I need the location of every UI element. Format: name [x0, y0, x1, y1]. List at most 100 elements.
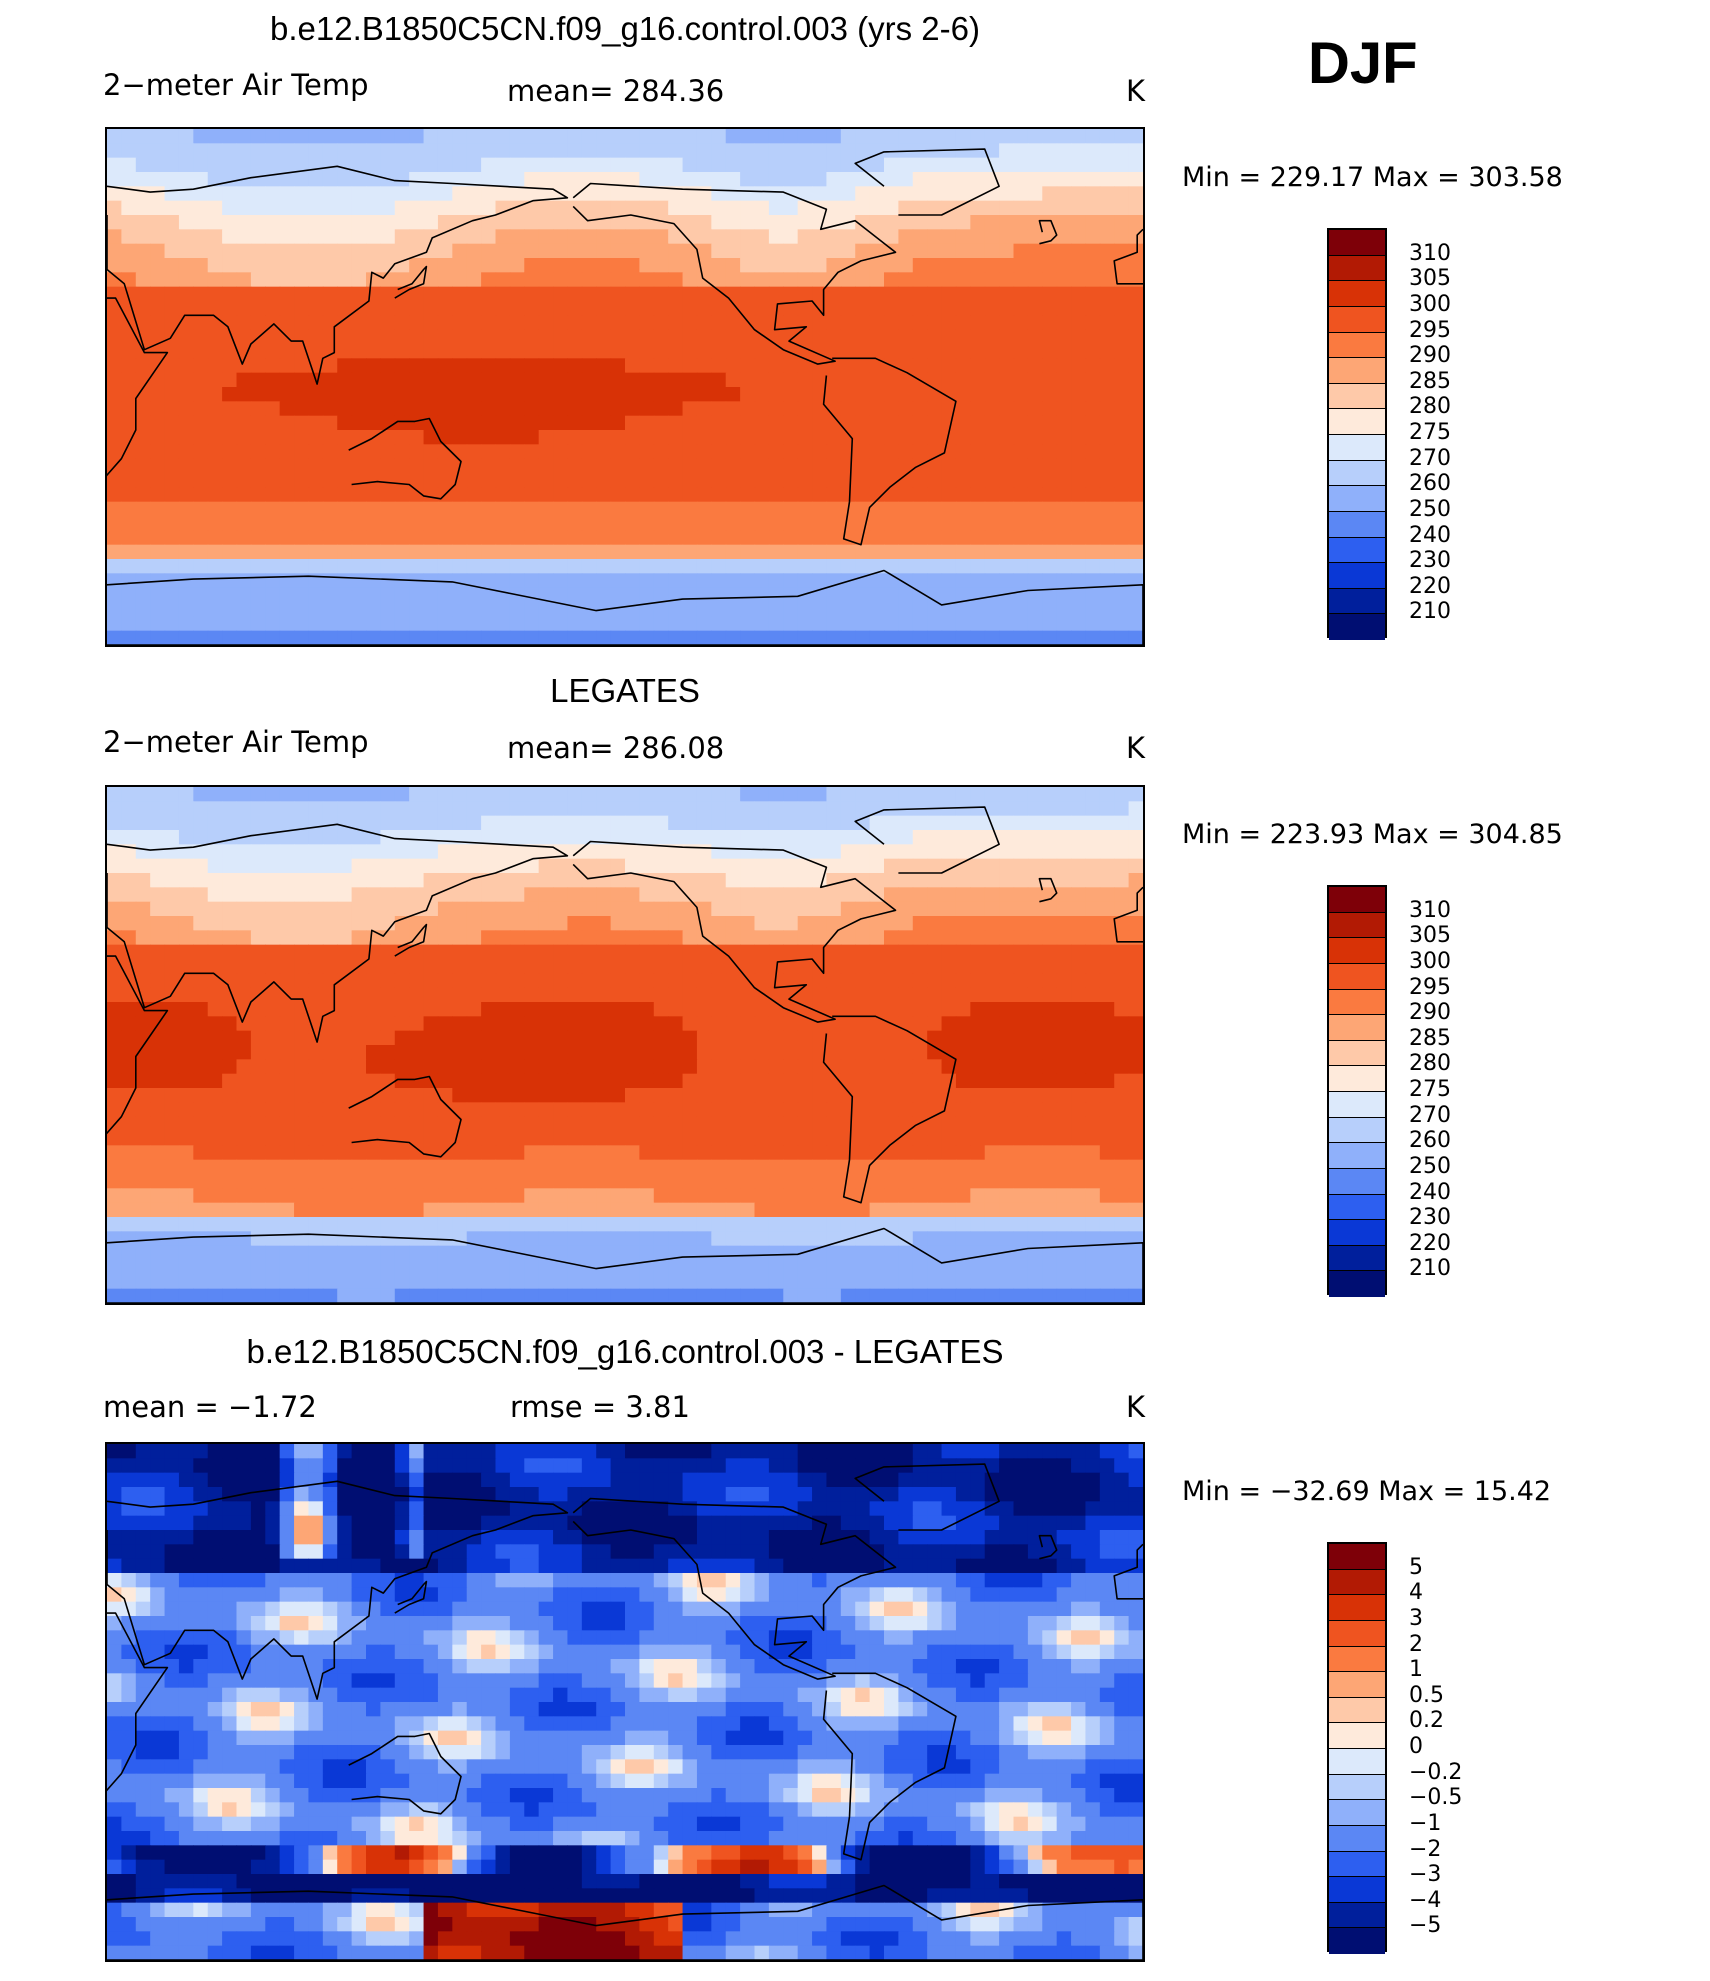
field-cell [855, 315, 871, 331]
field-cell [740, 516, 756, 531]
field-cell [193, 143, 209, 159]
field-cell [596, 559, 612, 574]
field-cell [495, 1116, 511, 1132]
field-cell [135, 1102, 151, 1118]
field-cell [970, 602, 986, 617]
field-cell [351, 973, 367, 989]
field-cell [610, 1174, 626, 1189]
field-cell [740, 1174, 756, 1189]
field-cell [423, 1102, 439, 1118]
field-cell [1114, 801, 1130, 817]
field-cell [581, 229, 597, 245]
field-cell [452, 258, 468, 273]
field-cell [265, 573, 281, 589]
field-cell [581, 559, 597, 574]
field-cell [840, 444, 856, 460]
field-cell [1042, 1102, 1058, 1118]
field-cell [437, 801, 453, 817]
field-cell [596, 487, 612, 503]
field-cell [279, 372, 295, 388]
field-cell [625, 243, 640, 259]
field-cell [553, 1016, 569, 1032]
field-cell [668, 630, 684, 645]
field-cell [696, 157, 712, 173]
field-cell [884, 559, 899, 574]
field-cell [826, 1188, 842, 1204]
field-cell [1128, 858, 1143, 874]
field-cell [912, 301, 928, 316]
field-cell [121, 401, 137, 417]
field-cell [1042, 544, 1058, 560]
field-cell [1085, 143, 1101, 159]
field-cell [581, 372, 597, 388]
field-cell [1013, 916, 1029, 931]
field-cell [754, 616, 770, 632]
field-cell [308, 787, 324, 802]
field-cell [495, 286, 511, 302]
field-cell [1099, 401, 1115, 417]
field-cell [279, 602, 295, 617]
field-cell [193, 830, 209, 845]
field-cell [639, 372, 655, 388]
field-cell [668, 473, 684, 488]
field-cell [135, 157, 151, 173]
field-cell [437, 973, 453, 989]
field-cell [222, 873, 238, 888]
field-cell [481, 815, 497, 831]
field-cell [164, 501, 180, 517]
field-cell [826, 243, 842, 259]
field-cell [855, 444, 871, 460]
field-cell [955, 573, 971, 589]
field-cell [610, 602, 626, 617]
field-cell [423, 1245, 439, 1261]
field-cell [524, 887, 540, 903]
field-cell [610, 1102, 626, 1118]
field-cell [193, 329, 209, 345]
field-cell [164, 602, 180, 617]
field-cell [941, 200, 957, 216]
field-cell [394, 344, 410, 359]
field-cell [322, 1030, 338, 1046]
colorbar-cell [1329, 563, 1385, 589]
field-cell [581, 186, 597, 202]
field-cell [193, 1131, 209, 1146]
field-cell [1013, 286, 1029, 302]
field-cell [322, 530, 338, 546]
field-cell [366, 1159, 381, 1175]
field-cell [423, 272, 439, 288]
field-cell [1128, 157, 1143, 173]
field-cell [625, 544, 640, 560]
field-cell [970, 530, 986, 546]
field-cell [826, 858, 842, 874]
field-cell [927, 901, 943, 917]
field-cell [207, 1188, 223, 1204]
field-cell [337, 358, 353, 374]
field-cell [912, 272, 928, 288]
field-cell [783, 301, 799, 316]
field-cell [553, 516, 569, 531]
colorbar-cell [1329, 358, 1385, 384]
field-cell [855, 1073, 871, 1089]
field-cell [207, 473, 223, 488]
field-cell [164, 444, 180, 460]
field-cell [322, 215, 338, 230]
field-cell [1013, 516, 1029, 531]
field-cell [481, 487, 497, 503]
field-cell [322, 987, 338, 1003]
field-cell [884, 430, 899, 445]
field-cell [711, 229, 727, 245]
field-cell [596, 344, 612, 359]
field-cell [250, 1145, 266, 1161]
field-cell [294, 129, 310, 144]
field-cell [178, 157, 194, 173]
field-cell [265, 401, 281, 417]
field-cell [423, 1059, 439, 1075]
field-cell [941, 1174, 957, 1189]
field-cell [538, 1159, 554, 1175]
field-cell [984, 544, 1000, 560]
field-cell [509, 258, 525, 273]
field-cell [366, 501, 381, 517]
field-cell [955, 944, 971, 960]
field-cell [1013, 243, 1029, 259]
field-cell [1013, 143, 1029, 159]
